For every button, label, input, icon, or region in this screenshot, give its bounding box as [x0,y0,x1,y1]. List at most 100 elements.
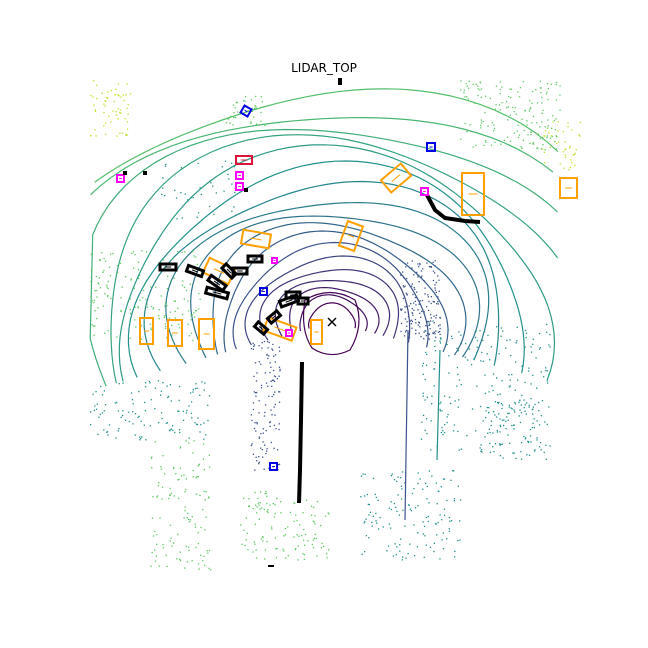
lidar-point [207,404,209,406]
lidar-point [368,514,370,516]
lidar-point [267,357,269,360]
lidar-point [303,554,306,556]
lidar-point [543,376,545,378]
lidar-point [177,479,179,481]
lidar-point [528,367,530,369]
lidar-point [459,539,461,541]
lidar-point [189,519,192,521]
barrier-box [203,285,231,301]
lidar-ring [143,180,500,372]
lidar-point [541,400,544,402]
lidar-point [150,286,152,288]
lidar-point [529,142,531,145]
lidar-point [539,442,542,444]
lidar-point [289,511,292,514]
lidar-point [126,134,128,136]
lidar-point [311,543,313,546]
lidar-point [533,427,535,429]
lidar-point [173,466,175,469]
lidar-point [280,512,282,514]
lidar-point [422,392,424,394]
lidar-point [312,539,315,541]
lidar-point [161,486,164,488]
lidar-point [510,407,512,409]
lidar-point [524,404,526,406]
lidar-point [110,297,112,299]
lidar-point [539,87,542,89]
lidar-point [208,395,211,397]
lidar-point [524,329,527,332]
lidar-point [532,343,534,345]
lidar-point [253,345,255,347]
lidar-point [274,376,277,378]
lidar-point [536,420,538,422]
lidar-point [434,350,437,352]
lidar-point [532,408,534,410]
lidar-point [454,550,456,552]
lidar-point [397,494,399,496]
lidar-point [510,354,512,357]
lidar-point [404,482,406,484]
lidar-point [442,433,444,436]
lidar-point [505,347,507,349]
lidar-point [411,312,414,314]
lidar-point [266,510,268,512]
pedestrian-box-outline [269,462,278,471]
lidar-point [422,533,424,535]
lidar-point [503,419,505,421]
lidar-point [497,394,499,396]
lidar-point [557,130,559,132]
lidar-point [412,293,414,296]
lidar-point [271,348,273,350]
lidar-point [278,401,281,403]
lidar-point [459,499,462,501]
lidar-point [120,297,122,299]
lidar-point [415,304,417,306]
lidar-point [404,525,406,527]
lidar-point [145,439,147,441]
lidar-point [192,476,194,478]
lidar-point [225,122,228,124]
lidar-point [433,315,435,317]
barrier-box-heading [271,315,277,319]
cone-box [420,187,429,196]
lidar-point [193,316,196,318]
lidar-point [488,411,490,414]
lidar-point [199,187,201,189]
lidar-point [265,430,267,432]
lidar-point [254,543,256,545]
lidar-point [567,122,569,124]
lidar-point [126,121,129,123]
lidar-point [408,332,410,334]
lidar-point [469,124,471,126]
lidar-point [414,318,417,321]
lidar-point [263,508,265,511]
lidar-point [547,382,549,384]
lidar-point [168,497,170,500]
lidar-point [417,276,419,278]
object-marker [244,188,248,192]
lidar-point [410,510,413,512]
lidar-point [135,326,137,328]
lidar-point [423,556,425,558]
lidar-point [434,265,436,267]
lidar-point [553,119,556,122]
lidar-point [434,340,436,342]
lidar-point [437,331,439,333]
lidar-point [245,539,247,541]
lidar-point [494,414,496,416]
lidar-point [419,326,421,328]
lidar-point [231,210,233,212]
lidar-point [246,532,249,534]
lidar-point [572,154,574,156]
lidar-ring [89,128,558,387]
lidar-point [260,106,262,109]
lidar-point [268,341,270,344]
lidar-point [518,96,521,98]
lidar-point [90,276,92,278]
lidar-point [313,506,315,508]
lidar-point [499,424,501,426]
lidar-point [110,337,112,339]
lidar-point [172,425,174,427]
lidar-point [124,118,126,120]
